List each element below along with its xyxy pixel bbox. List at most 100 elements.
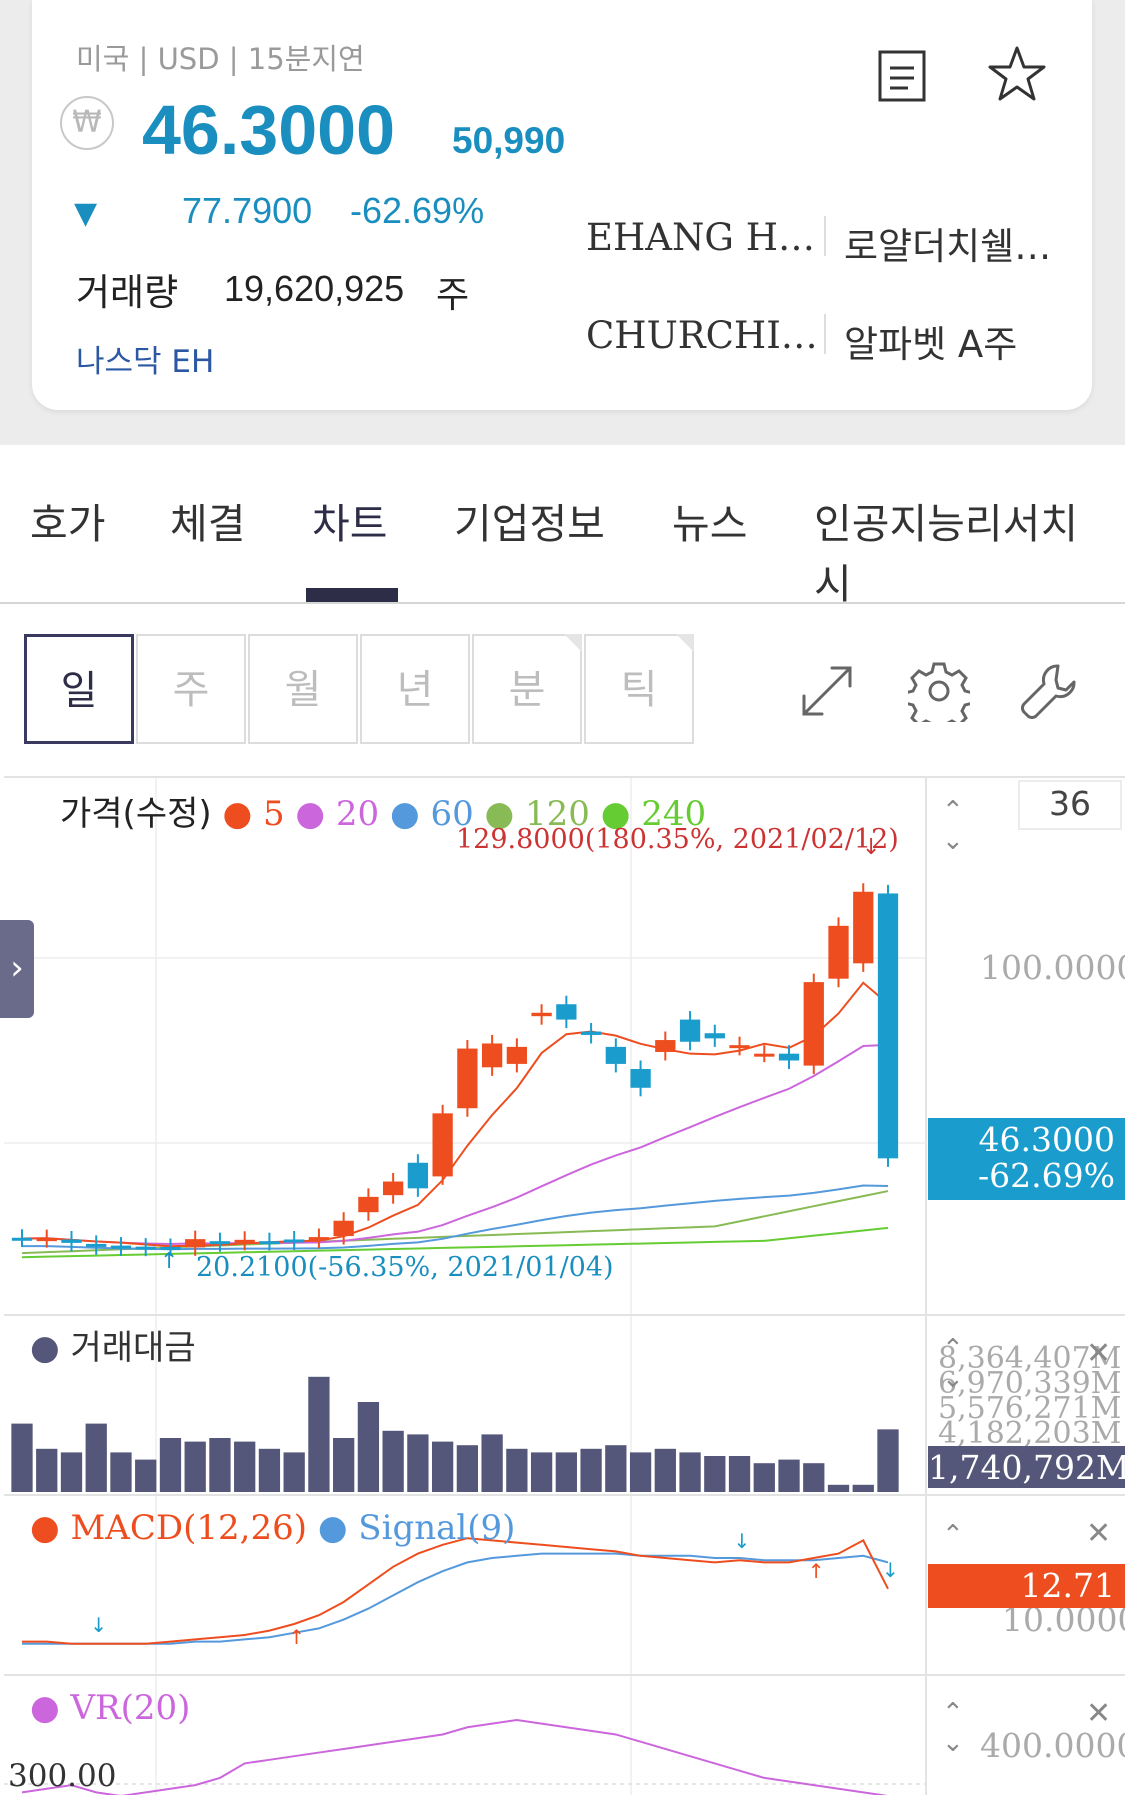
candle-body (506, 1046, 528, 1064)
related-stock-1[interactable]: EHANG H… (586, 216, 815, 259)
macd-legend: ● MACD(12,26) ● Signal(9) (30, 1508, 515, 1548)
volume-bar (209, 1438, 231, 1492)
close-pane-icon[interactable]: ✕ (1086, 1516, 1112, 1551)
volume-bar (456, 1445, 479, 1492)
candle-body (36, 1238, 57, 1242)
candle-body (853, 891, 874, 964)
tab-chart[interactable]: 차트 (312, 500, 388, 548)
settings-gear-icon[interactable] (908, 660, 970, 722)
crossover-marker: ↑ (808, 1559, 825, 1583)
candle-body (284, 1239, 305, 1243)
pane-updown-icon[interactable]: ⌃⌄ (942, 1334, 964, 1394)
vr-line (21, 1718, 889, 1795)
pane-updown-icon[interactable]: ⌃⌄ (942, 1698, 964, 1758)
related-stock-4[interactable]: 알파벳 A주 (844, 323, 1018, 366)
candle-body (630, 1069, 651, 1088)
signal-legend-label: Signal(9) (358, 1508, 516, 1548)
close-pane-icon[interactable]: ✕ (1086, 1336, 1112, 1371)
period-tick-button[interactable]: 틱 (584, 634, 694, 744)
volume-label: 거래량 (76, 271, 179, 314)
volume-bar (159, 1438, 182, 1492)
candle-body (481, 1043, 503, 1068)
max-price-arrow: ↓ (862, 835, 880, 860)
volume-bar (605, 1445, 627, 1492)
macd-chart-svg[interactable]: ↓ ↑ ↓ ↑ ↓ (4, 1496, 1125, 1674)
candle-body (382, 1181, 404, 1196)
period-minute-button[interactable]: 분 (472, 634, 582, 744)
candle-body (531, 1012, 552, 1017)
macd-pane[interactable]: ↓ ↑ ↓ ↑ ↓ ● MACD(12,26) ● Signal(9) 10.0000 … (4, 1494, 1125, 1674)
crossover-marker: ↓ (882, 1558, 899, 1582)
related-stock-2[interactable]: 로얄더치쉘… (844, 225, 1052, 268)
price-legend: 가격(수정) ● 5 ● 20 ● 60 ● 120 ● 240 (60, 786, 706, 835)
ma5-legend: ● 5 (222, 794, 285, 834)
tab-news[interactable]: 뉴스 (672, 500, 748, 548)
market-info: 미국 | USD | 15분지연 (76, 42, 365, 76)
current-price-tag-value: 46.3000 (978, 1120, 1115, 1159)
price-chart-svg[interactable]: ↓↑ (4, 778, 1125, 1314)
candle-count[interactable]: 36 (1018, 780, 1122, 830)
side-panel-handle[interactable]: › (0, 920, 34, 1018)
macd-legend-item: ● MACD(12,26) (30, 1508, 307, 1548)
crossover-marker: ↓ (734, 1529, 751, 1553)
candle-body (580, 1031, 602, 1035)
volume-legend: ● 거래대금 (30, 1320, 196, 1369)
vr-chart-svg[interactable] (4, 1676, 1125, 1795)
volume-bar (85, 1423, 107, 1492)
volume-bar (36, 1448, 58, 1492)
period-day-button[interactable]: 일 (24, 634, 134, 744)
candle-body (185, 1239, 206, 1248)
volume-bar (407, 1434, 429, 1492)
candle-body (828, 925, 849, 979)
close-pane-icon[interactable]: ✕ (1086, 1696, 1112, 1731)
candle-body (729, 1045, 750, 1049)
ma120-label: 120 (525, 794, 590, 834)
volume-chart-svg[interactable] (4, 1316, 1125, 1494)
macd-legend-label: MACD(12,26) (70, 1508, 307, 1548)
volume-bar (728, 1456, 751, 1492)
star-icon[interactable] (987, 44, 1047, 104)
volume-bar (258, 1448, 281, 1492)
period-year-button[interactable]: 년 (360, 634, 470, 744)
volume-legend-label: 거래대금 (70, 1328, 196, 1368)
ma60-label: 60 (430, 794, 474, 834)
tab-trades[interactable]: 체결 (170, 500, 246, 548)
volume-bar (357, 1402, 380, 1492)
tab-company-info[interactable]: 기업정보 (454, 500, 605, 548)
period-week-button[interactable]: 주 (136, 634, 246, 744)
volume-bar (704, 1456, 726, 1492)
expand-icon[interactable] (796, 660, 858, 722)
candle-body (209, 1241, 231, 1245)
ma120-legend: ● 120 (484, 794, 590, 834)
volume-bar (877, 1429, 899, 1492)
volume-bar (11, 1423, 33, 1492)
candle-body (259, 1241, 280, 1245)
wrench-icon[interactable] (1018, 660, 1080, 722)
pane-updown-icon[interactable]: ⌃⌄ (942, 796, 964, 856)
price-change-pct: -62.69% (350, 190, 485, 231)
period-month-button[interactable]: 월 (248, 634, 358, 744)
related-stock-3[interactable]: CHURCHI… (586, 314, 818, 357)
tab-hoga[interactable]: 호가 (30, 500, 106, 548)
memo-icon[interactable] (878, 50, 926, 102)
signal-legend-item: ● Signal(9) (317, 1508, 516, 1548)
price-chart-pane[interactable]: ↓ ↑ 가격(수정) ● 5 ● 20 ● 60 ● 120 ● 240 129.… (4, 776, 1125, 1314)
candle-body (333, 1220, 354, 1237)
vr-pane[interactable]: ● VR(20) 400.0000 300.00 ⌃ ⌄ ✕ (4, 1674, 1125, 1795)
price-krw: 50,990 (452, 120, 566, 161)
vr-left-label: 300.00 (8, 1758, 117, 1794)
down-arrow-icon: ▼ (74, 196, 98, 231)
candle-body (308, 1237, 330, 1241)
ma20-legend: ● 20 (295, 794, 380, 834)
exchange-ticker: 나스닥 EH (76, 344, 215, 380)
current-price: 46.3000 (142, 91, 396, 169)
current-price-tag-pct: -62.69% (978, 1156, 1115, 1195)
price-change: 77.7900 (182, 190, 313, 231)
currency-toggle-icon[interactable]: ₩ (60, 96, 114, 150)
tab-ai-research[interactable]: 인공지능리서치 시 (814, 500, 1079, 608)
related-divider (824, 216, 826, 256)
period-tick-label: 틱 (620, 667, 658, 713)
volume-pane[interactable]: ● 거래대금 8,364,407M 6,970,339M 5,576,271M … (4, 1314, 1125, 1494)
candle-body (679, 1019, 701, 1042)
candle-body (358, 1196, 379, 1213)
